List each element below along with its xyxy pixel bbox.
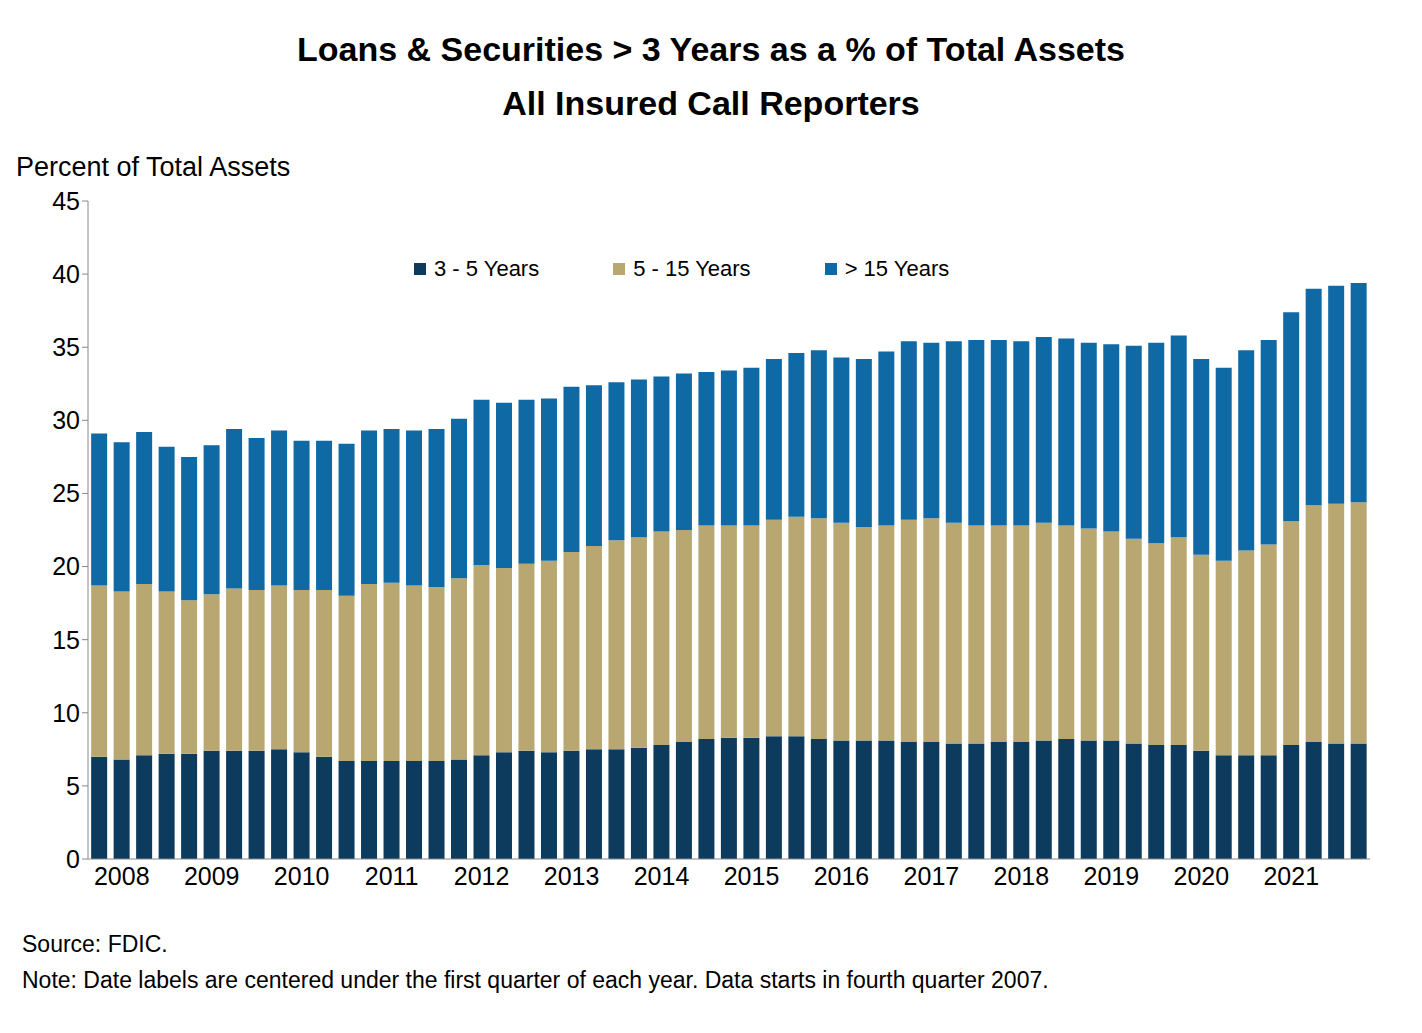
html-text:All Insured Call Reporters: All Insured Call Reporters — [502, 84, 920, 122]
html-text:> 15 Years: > 15 Years — [844, 256, 950, 281]
svg-text:30: 30 — [52, 406, 80, 434]
svg-text:2014: 2014 — [634, 862, 690, 890]
svg-text:25: 25 — [52, 479, 80, 507]
svg-text:2010: 2010 — [274, 862, 330, 890]
svg-text:2016: 2016 — [814, 862, 870, 890]
svg-text:2013: 2013 — [544, 862, 600, 890]
svg-text:2011: 2011 — [365, 862, 419, 890]
svg-text:2021: 2021 — [1263, 862, 1319, 890]
svg-text:20: 20 — [52, 552, 80, 580]
svg-text:2009: 2009 — [184, 862, 240, 890]
html-text:5 - 15 Years: 5 - 15 Years — [633, 256, 751, 281]
svg-text:35: 35 — [52, 333, 80, 361]
svg-text:2018: 2018 — [994, 862, 1050, 890]
svg-text:2015: 2015 — [724, 862, 780, 890]
svg-text:15: 15 — [52, 626, 80, 654]
html-text:Source: FDIC.: Source: FDIC. — [22, 931, 168, 957]
html-text:Note: Date labels are centered: Note: Date labels are centered under the… — [22, 967, 1049, 993]
html-text:3 - 5 Years: 3 - 5 Years — [434, 256, 540, 281]
svg-text:2008: 2008 — [94, 862, 150, 890]
svg-text:2012: 2012 — [454, 862, 510, 890]
svg-text:10: 10 — [52, 699, 80, 727]
svg-text:40: 40 — [52, 260, 80, 288]
svg-text:2017: 2017 — [904, 862, 960, 890]
svg-text:5: 5 — [66, 772, 80, 800]
html-text:Loans & Securities > 3 Years a: Loans & Securities > 3 Years as a % of T… — [297, 30, 1125, 68]
svg-text:0: 0 — [66, 845, 80, 873]
html-text:Percent of Total Assets: Percent of Total Assets — [16, 152, 291, 182]
svg-text:45: 45 — [52, 187, 80, 215]
svg-text:2020: 2020 — [1174, 862, 1230, 890]
svg-text:2019: 2019 — [1084, 862, 1140, 890]
